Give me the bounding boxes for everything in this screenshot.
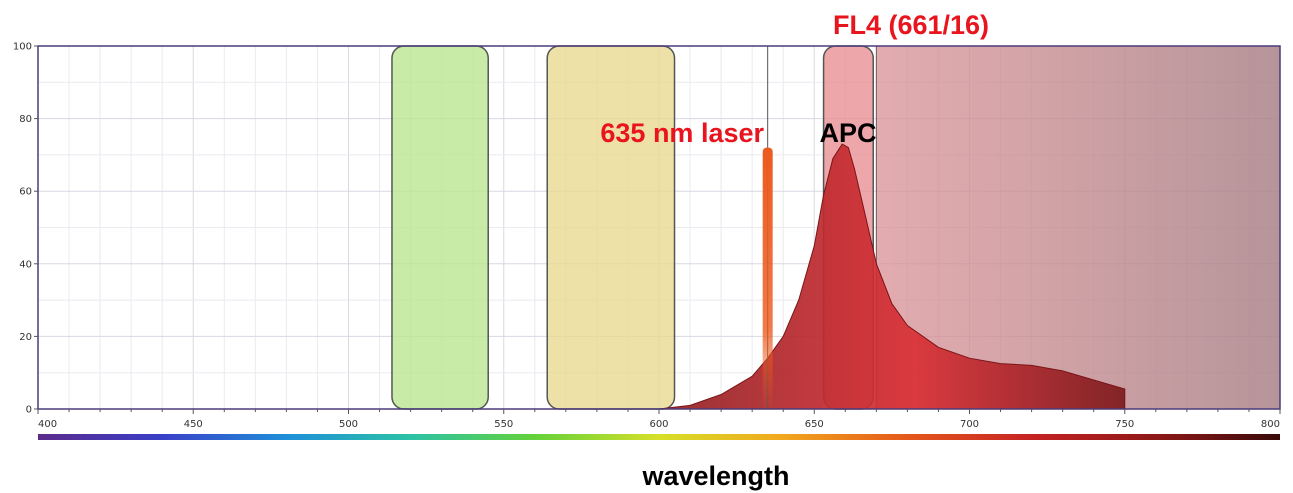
x-tick-label: 650 bbox=[805, 419, 824, 430]
long-pass-filter bbox=[875, 45, 1281, 410]
y-tick-label: 80 bbox=[19, 114, 32, 125]
x-tick-label: 500 bbox=[339, 419, 358, 430]
x-tick-label: 800 bbox=[1261, 419, 1280, 430]
filter-bands bbox=[391, 45, 1281, 410]
x-axis: 400 450 500 550 600 650 700 750 800 bbox=[37, 409, 1281, 430]
filter-band-1 bbox=[391, 45, 489, 410]
y-axis: 0 20 40 60 80 100 bbox=[13, 42, 38, 416]
x-axis-label: wavelength bbox=[641, 461, 789, 491]
y-tick-label: 100 bbox=[13, 42, 32, 53]
x-tick-label: 600 bbox=[649, 419, 668, 430]
filter-band-2 bbox=[546, 45, 676, 410]
laser-line-group bbox=[762, 46, 773, 409]
spectrum-bar bbox=[38, 434, 1280, 440]
y-tick-label: 0 bbox=[26, 405, 32, 416]
y-tick-label: 60 bbox=[19, 187, 32, 198]
filter-label: FL4 (661/16) bbox=[833, 10, 989, 40]
y-tick-label: 40 bbox=[19, 259, 32, 270]
x-tick-label: 400 bbox=[38, 419, 57, 430]
laser-label: 635 nm laser bbox=[600, 118, 764, 148]
x-tick-label: 550 bbox=[494, 419, 513, 430]
x-tick-label: 750 bbox=[1115, 419, 1134, 430]
x-tick-label: 450 bbox=[184, 419, 203, 430]
dye-label: APC bbox=[819, 118, 876, 148]
y-tick-label: 20 bbox=[19, 332, 32, 343]
laser-line bbox=[762, 147, 773, 409]
x-tick-label: 700 bbox=[960, 419, 979, 430]
